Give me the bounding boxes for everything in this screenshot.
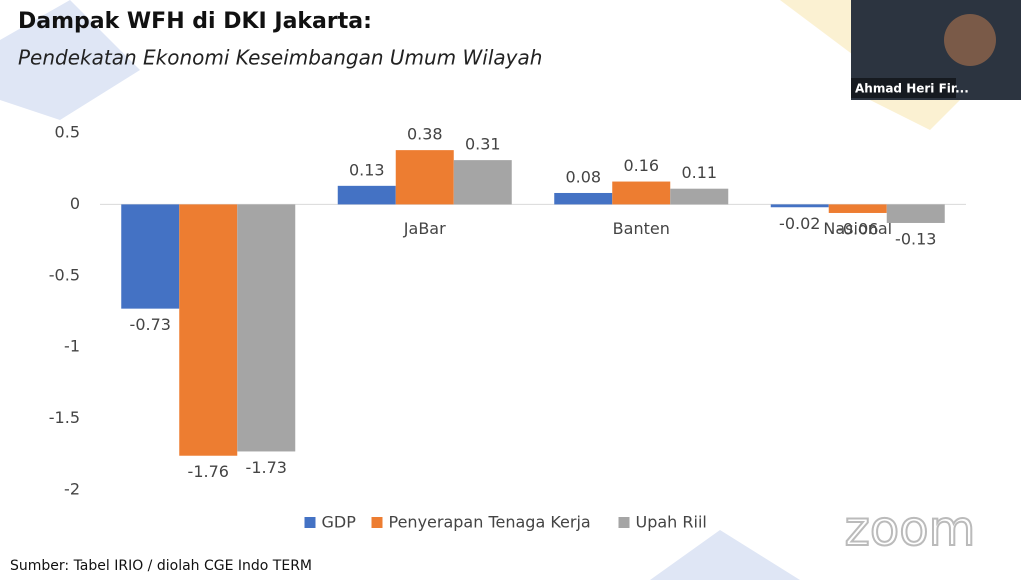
bar bbox=[554, 192, 613, 205]
webcam-person bbox=[944, 14, 996, 66]
source-note: Sumber: Tabel IRIO / diolah CGE Indo TER… bbox=[10, 558, 312, 574]
chart-subtitle: Pendekatan Ekonomi Keseimbangan Umum Wil… bbox=[18, 46, 542, 70]
watermark: zoom bbox=[845, 501, 976, 557]
decoration bbox=[0, 0, 140, 120]
value-label: 0.38 bbox=[407, 125, 443, 144]
decoration bbox=[870, 100, 960, 130]
y-tick-label: -1.5 bbox=[49, 408, 80, 427]
value-label: -0.13 bbox=[895, 229, 936, 248]
legend-label: Penyerapan Tenaga Kerja bbox=[389, 513, 591, 532]
x-tick-label: Banten bbox=[613, 219, 670, 238]
y-tick-label: 0 bbox=[70, 194, 80, 213]
bar bbox=[337, 185, 396, 205]
decoration bbox=[650, 530, 800, 580]
value-label: 0.31 bbox=[465, 135, 501, 154]
x-tick-label: JaBar bbox=[403, 219, 446, 238]
legend-swatch bbox=[618, 517, 630, 528]
bar bbox=[453, 160, 512, 205]
value-label: 0.11 bbox=[681, 163, 717, 182]
x-tick-label: Nasional bbox=[823, 219, 892, 238]
value-label: 0.13 bbox=[349, 160, 385, 179]
value-label: 0.08 bbox=[565, 167, 601, 186]
value-label: 0.16 bbox=[623, 156, 659, 175]
value-label: -0.02 bbox=[779, 214, 820, 233]
bar bbox=[612, 181, 671, 205]
value-label: -1.76 bbox=[188, 462, 229, 481]
legend-label: GDP bbox=[322, 513, 357, 532]
bar bbox=[670, 188, 729, 205]
legend-swatch bbox=[304, 517, 316, 528]
webcam: Ahmad Heri Fir... bbox=[851, 0, 1021, 100]
y-tick-label: 0.5 bbox=[55, 123, 80, 142]
value-label: -1.73 bbox=[246, 458, 287, 477]
y-tick-label: -1 bbox=[64, 337, 80, 356]
bar bbox=[237, 204, 296, 452]
name-bg bbox=[851, 78, 956, 98]
y-tick-label: -2 bbox=[64, 480, 80, 499]
bar bbox=[395, 150, 454, 205]
legend-label: Upah Riil bbox=[636, 513, 707, 532]
bar bbox=[770, 204, 829, 208]
bar bbox=[886, 204, 945, 223]
decoration bbox=[780, 0, 860, 60]
value-label: -0.06 bbox=[837, 219, 878, 238]
bar bbox=[828, 204, 887, 213]
bar bbox=[179, 204, 238, 456]
participant-name: Ahmad Heri Fir... bbox=[855, 82, 969, 96]
y-tick-label: -0.5 bbox=[49, 265, 80, 284]
value-label: -0.73 bbox=[130, 315, 171, 334]
legend-swatch bbox=[371, 517, 383, 528]
bar bbox=[121, 204, 180, 309]
chart-title: Dampak WFH di DKI Jakarta: bbox=[18, 9, 372, 34]
